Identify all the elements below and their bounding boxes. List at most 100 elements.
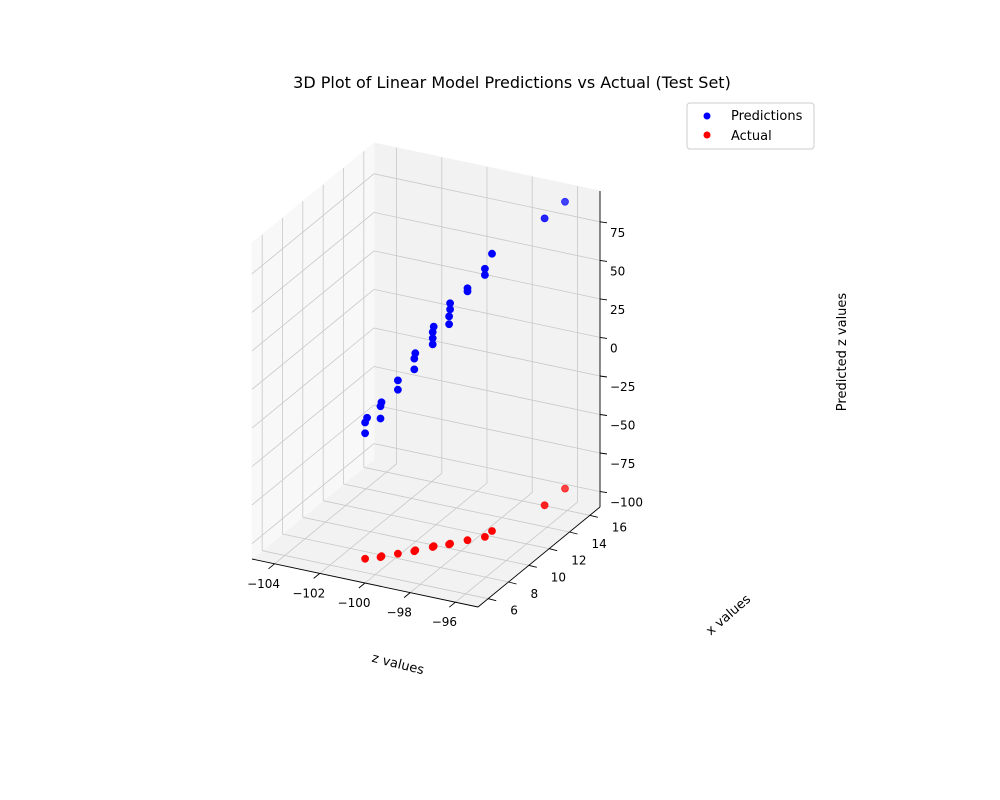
z-tick-label-7: 75	[610, 226, 625, 240]
grid-line-x-floor-4	[455, 501, 578, 603]
z-axis-label: Predicted z values	[835, 293, 850, 412]
grid-line-y-floor-0	[262, 550, 489, 600]
z-tick-label-0: −100	[610, 496, 643, 510]
legend-marker-actual	[703, 131, 711, 139]
z-tick-label-1: −75	[610, 457, 635, 471]
grid-line-z-side-6	[251, 212, 375, 313]
z-tick-4	[599, 336, 608, 339]
grid-line-z-side-5	[251, 250, 375, 352]
grid-line-z-side-3	[251, 327, 375, 429]
grid-line-z-side-1	[251, 404, 375, 506]
point-predictions-7	[393, 376, 402, 385]
point-predictions-3	[376, 414, 385, 423]
point-predictions-6	[393, 385, 402, 394]
legend: Predictions Actual	[686, 102, 815, 150]
y-tick-label-3: 12	[571, 554, 586, 568]
grid-line-y-floor-5	[363, 466, 590, 516]
z-tick-2	[599, 414, 608, 416]
point-actual-0	[361, 554, 370, 563]
grid-line-z-back-7	[373, 173, 601, 223]
point-predictions-1	[361, 418, 370, 427]
y-tick-label-5: 16	[612, 520, 627, 534]
z-tick-3	[599, 375, 608, 378]
point-predictions-25	[561, 197, 569, 206]
point-actual-14	[561, 484, 569, 493]
x-tick-label-0: −104	[247, 577, 280, 591]
point-actual-11	[480, 533, 489, 541]
grid-line-z-side-7	[251, 173, 375, 275]
y-axis-label: x values	[703, 592, 754, 639]
y-tick-label-2: 10	[551, 570, 566, 584]
chart-title: 3D Plot of Linear Model Predictions vs A…	[293, 73, 731, 92]
legend-label-actual: Actual	[731, 129, 772, 144]
z-tick-label-4: 0	[610, 341, 618, 355]
grid-line-z-back-6	[373, 212, 601, 261]
grid-line-y-floor-2	[302, 516, 529, 566]
point-predictions-22	[480, 264, 489, 273]
grid-line-z-back-0	[373, 443, 601, 492]
point-actual-13	[540, 501, 549, 510]
grid-line-z-side-2	[251, 366, 375, 467]
y-tick-5	[589, 514, 598, 518]
point-predictions-20	[463, 284, 472, 293]
point-predictions-15	[445, 320, 454, 329]
y-tick-label-4: 14	[592, 537, 607, 551]
point-actual-3	[393, 549, 402, 558]
z-tick-0	[599, 491, 608, 494]
point-predictions-24	[540, 214, 549, 223]
point-predictions-9	[410, 354, 419, 363]
point-predictions-18	[446, 299, 455, 308]
point-predictions-23	[488, 249, 496, 258]
point-actual-8	[445, 540, 454, 549]
legend-marker-predictions	[703, 112, 711, 120]
grid-line-y-floor-3	[323, 500, 550, 550]
y-tick-3	[549, 548, 558, 552]
point-actual-1	[376, 553, 385, 561]
grid-line-z-back-1	[373, 404, 601, 454]
x-tick-4	[449, 601, 456, 608]
grid-line-x-floor-3	[409, 492, 533, 593]
x-tick-label-3: −98	[387, 606, 412, 620]
point-predictions-0	[361, 429, 370, 438]
x-tick-0	[268, 563, 275, 570]
y-tick-2	[528, 564, 537, 568]
x-tick-label-1: −102	[292, 586, 325, 600]
y-tick-4	[569, 531, 578, 535]
grid-line-z-back-2	[373, 366, 601, 415]
grid-line-y-floor-1	[282, 533, 509, 583]
grid-line-x-floor-1	[319, 473, 443, 574]
point-actual-10	[463, 536, 472, 545]
y-tick-1	[508, 581, 517, 585]
z-tick-label-6: 50	[610, 264, 625, 278]
point-predictions-13	[428, 328, 437, 337]
x-tick-1	[313, 573, 321, 579]
grid-line-x-floor-0	[274, 463, 397, 565]
z-tick-label-5: 25	[610, 303, 625, 317]
point-actual-12	[488, 527, 496, 535]
z-tick-label-3: −25	[610, 380, 635, 394]
grid-line-z-back-3	[373, 327, 601, 377]
grid-lines	[251, 147, 601, 603]
point-predictions-16	[445, 312, 454, 321]
y-tick-label-1: 8	[531, 587, 539, 601]
z-tick-7	[599, 221, 608, 224]
point-actual-6	[428, 543, 437, 551]
z-tick-1	[599, 452, 608, 455]
grid-line-z-back-4	[373, 289, 601, 338]
legend-label-predictions: Predictions	[731, 109, 803, 124]
grid-line-x-floor-2	[364, 482, 488, 584]
x-tick-3	[403, 592, 411, 598]
y-tick-0	[488, 598, 497, 602]
axis-panes	[250, 141, 602, 608]
y-tick-label-0: 6	[510, 604, 518, 618]
y-axis-line	[477, 506, 601, 608]
point-predictions-8	[410, 365, 419, 374]
z-tick-6	[599, 259, 608, 262]
z-tick-5	[599, 298, 608, 301]
data-points	[361, 197, 569, 563]
grid-line-z-side-4	[251, 289, 375, 390]
grid-line-z-side-0	[251, 443, 375, 544]
x-axis-label: z values	[370, 651, 426, 678]
z-tick-label-2: −50	[610, 419, 635, 433]
